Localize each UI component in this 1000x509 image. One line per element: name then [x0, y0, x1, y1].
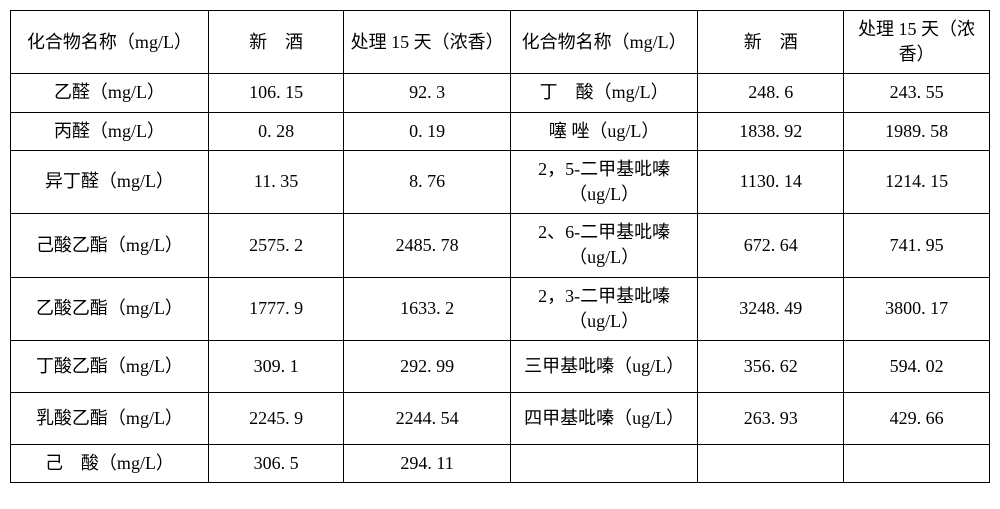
header-cell: 处理 15 天（浓香） — [844, 11, 990, 74]
table-row: 己酸乙酯（mg/L）2575. 22485. 782、6-二甲基吡嗪（ug/L）… — [11, 214, 990, 277]
table-cell: 672. 64 — [698, 214, 844, 277]
table-cell: 248. 6 — [698, 74, 844, 112]
table-row: 异丁醛（mg/L）11. 358. 762，5-二甲基吡嗪（ug/L）1130.… — [11, 150, 990, 213]
header-cell: 化合物名称（mg/L） — [11, 11, 209, 74]
table-cell: 三甲基吡嗪（ug/L） — [510, 340, 697, 392]
table-cell: 2485. 78 — [344, 214, 511, 277]
table-header-row: 化合物名称（mg/L） 新 酒 处理 15 天（浓香） 化合物名称（mg/L） … — [11, 11, 990, 74]
table-cell: 2245. 9 — [208, 392, 343, 444]
table-cell: 0. 19 — [344, 112, 511, 150]
table-cell: 594. 02 — [844, 340, 990, 392]
table-cell: 2，5-二甲基吡嗪（ug/L） — [510, 150, 697, 213]
table-cell: 1838. 92 — [698, 112, 844, 150]
table-cell: 2575. 2 — [208, 214, 343, 277]
table-cell: 四甲基吡嗪（ug/L） — [510, 392, 697, 444]
header-cell: 处理 15 天（浓香） — [344, 11, 511, 74]
table-cell: 噻 唑（ug/L） — [510, 112, 697, 150]
table-row: 乳酸乙酯（mg/L）2245. 92244. 54四甲基吡嗪（ug/L）263.… — [11, 392, 990, 444]
table-cell: 1130. 14 — [698, 150, 844, 213]
table-cell: 0. 28 — [208, 112, 343, 150]
table-cell: 8. 76 — [344, 150, 511, 213]
table-cell: 丁 酸（mg/L） — [510, 74, 697, 112]
table-cell: 429. 66 — [844, 392, 990, 444]
table-row: 丙醛（mg/L）0. 280. 19噻 唑（ug/L）1838. 921989.… — [11, 112, 990, 150]
table-cell: 1777. 9 — [208, 277, 343, 340]
header-cell: 新 酒 — [208, 11, 343, 74]
table-cell — [510, 444, 697, 482]
table-cell: 丁酸乙酯（mg/L） — [11, 340, 209, 392]
table-row: 乙醛（mg/L）106. 1592. 3丁 酸（mg/L）248. 6243. … — [11, 74, 990, 112]
table-cell — [844, 444, 990, 482]
table-cell: 309. 1 — [208, 340, 343, 392]
table-cell: 2、6-二甲基吡嗪（ug/L） — [510, 214, 697, 277]
table-cell: 243. 55 — [844, 74, 990, 112]
table-cell: 1214. 15 — [844, 150, 990, 213]
table-cell: 2，3-二甲基吡嗪（ug/L） — [510, 277, 697, 340]
table-cell: 丙醛（mg/L） — [11, 112, 209, 150]
table-cell — [698, 444, 844, 482]
table-cell: 己酸乙酯（mg/L） — [11, 214, 209, 277]
table-row: 己 酸（mg/L）306. 5294. 11 — [11, 444, 990, 482]
header-cell: 新 酒 — [698, 11, 844, 74]
table-cell: 306. 5 — [208, 444, 343, 482]
data-table: 化合物名称（mg/L） 新 酒 处理 15 天（浓香） 化合物名称（mg/L） … — [10, 10, 990, 483]
header-cell: 化合物名称（mg/L） — [510, 11, 697, 74]
table-cell: 异丁醛（mg/L） — [11, 150, 209, 213]
table-cell: 356. 62 — [698, 340, 844, 392]
table-cell: 106. 15 — [208, 74, 343, 112]
table-cell: 263. 93 — [698, 392, 844, 444]
table-cell: 乳酸乙酯（mg/L） — [11, 392, 209, 444]
table-cell: 294. 11 — [344, 444, 511, 482]
table-cell: 92. 3 — [344, 74, 511, 112]
table-cell: 292. 99 — [344, 340, 511, 392]
table-cell: 741. 95 — [844, 214, 990, 277]
table-row: 乙酸乙酯（mg/L）1777. 91633. 22，3-二甲基吡嗪（ug/L）3… — [11, 277, 990, 340]
table-row: 丁酸乙酯（mg/L）309. 1292. 99三甲基吡嗪（ug/L）356. 6… — [11, 340, 990, 392]
table-cell: 己 酸（mg/L） — [11, 444, 209, 482]
table-cell: 1633. 2 — [344, 277, 511, 340]
table-cell: 3800. 17 — [844, 277, 990, 340]
table-cell: 2244. 54 — [344, 392, 511, 444]
table-cell: 1989. 58 — [844, 112, 990, 150]
table-cell: 乙醛（mg/L） — [11, 74, 209, 112]
table-cell: 乙酸乙酯（mg/L） — [11, 277, 209, 340]
table-cell: 11. 35 — [208, 150, 343, 213]
table-cell: 3248. 49 — [698, 277, 844, 340]
